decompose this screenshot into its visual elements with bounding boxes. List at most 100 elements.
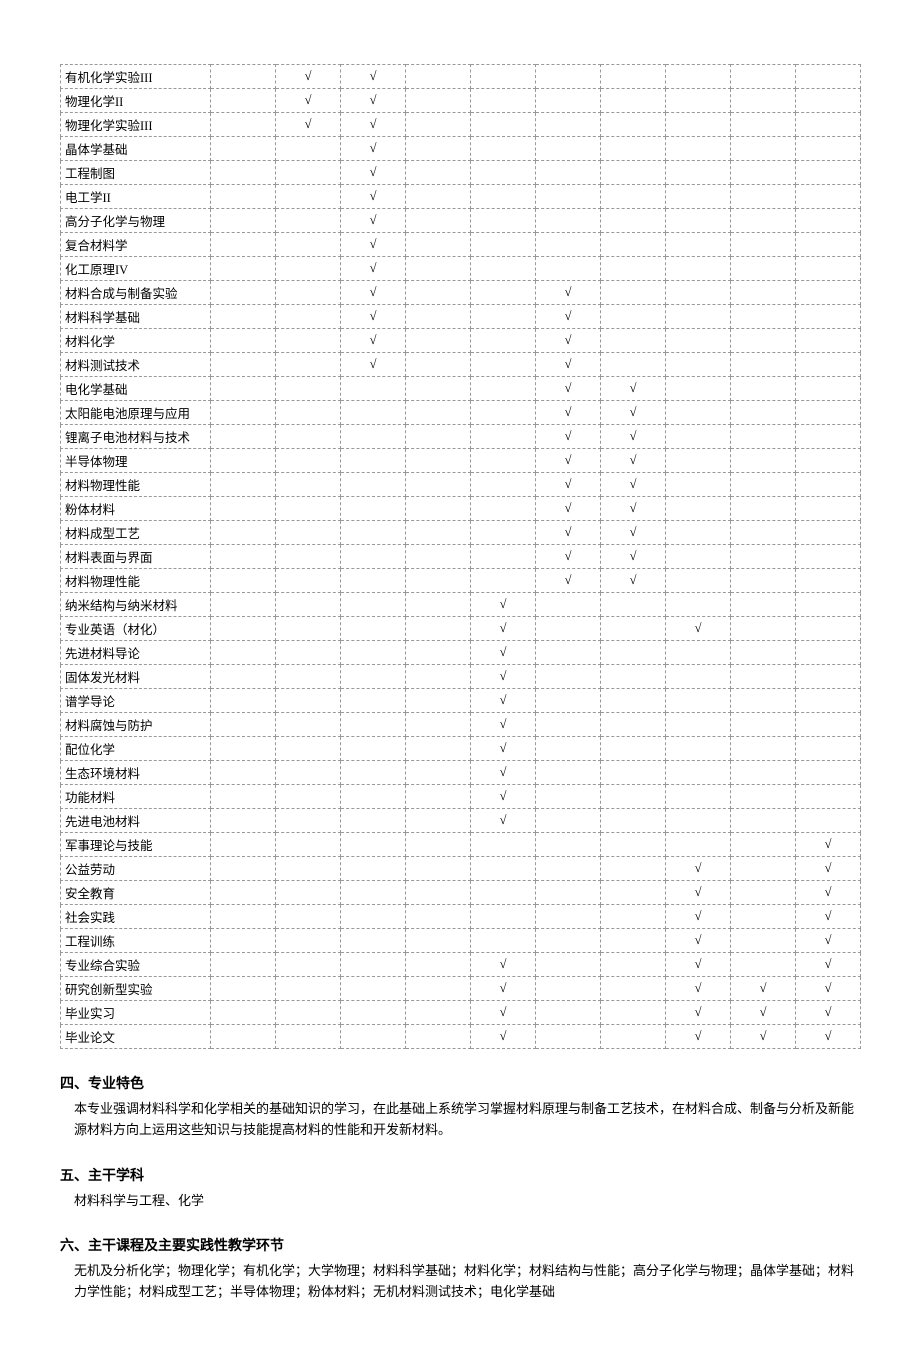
check-cell xyxy=(406,161,471,185)
check-cell: √ xyxy=(601,497,666,521)
check-cell xyxy=(731,257,796,281)
check-cell xyxy=(796,521,861,545)
check-cell xyxy=(406,497,471,521)
check-cell xyxy=(796,257,861,281)
check-cell xyxy=(536,257,601,281)
check-cell xyxy=(406,881,471,905)
check-cell xyxy=(796,353,861,377)
check-cell xyxy=(601,1025,666,1049)
check-cell xyxy=(276,209,341,233)
table-row: 配位化学√ xyxy=(61,737,861,761)
check-cell xyxy=(731,449,796,473)
check-cell xyxy=(471,65,536,89)
check-cell xyxy=(731,617,796,641)
check-cell xyxy=(341,521,406,545)
check-cell xyxy=(276,905,341,929)
check-cell xyxy=(211,617,276,641)
check-cell xyxy=(406,353,471,377)
check-cell xyxy=(601,305,666,329)
check-cell xyxy=(666,689,731,713)
check-cell xyxy=(276,713,341,737)
check-cell xyxy=(731,473,796,497)
check-cell xyxy=(406,545,471,569)
check-cell xyxy=(731,737,796,761)
check-cell xyxy=(471,569,536,593)
check-cell xyxy=(536,233,601,257)
check-cell xyxy=(796,329,861,353)
check-cell xyxy=(601,617,666,641)
check-cell xyxy=(341,473,406,497)
check-cell xyxy=(536,857,601,881)
section-5-heading: 五、主干学科 xyxy=(60,1165,860,1185)
check-cell xyxy=(731,65,796,89)
check-cell xyxy=(731,233,796,257)
check-cell xyxy=(666,569,731,593)
check-cell xyxy=(601,857,666,881)
check-cell xyxy=(536,809,601,833)
check-cell: √ xyxy=(341,257,406,281)
check-cell xyxy=(406,809,471,833)
check-cell xyxy=(796,737,861,761)
table-row: 电化学基础√√ xyxy=(61,377,861,401)
check-cell xyxy=(341,545,406,569)
check-cell: √ xyxy=(796,833,861,857)
course-name-cell: 工程训练 xyxy=(61,929,211,953)
table-row: 粉体材料√√ xyxy=(61,497,861,521)
check-cell xyxy=(471,473,536,497)
check-cell xyxy=(276,161,341,185)
check-cell xyxy=(796,761,861,785)
check-cell xyxy=(731,857,796,881)
check-cell xyxy=(601,161,666,185)
check-cell xyxy=(536,89,601,113)
course-name-cell: 材料物理性能 xyxy=(61,569,211,593)
check-cell xyxy=(666,257,731,281)
check-cell xyxy=(601,809,666,833)
course-name-cell: 复合材料学 xyxy=(61,233,211,257)
check-cell xyxy=(666,329,731,353)
check-cell xyxy=(276,641,341,665)
check-cell xyxy=(471,329,536,353)
check-cell xyxy=(601,761,666,785)
check-cell xyxy=(796,593,861,617)
check-cell xyxy=(211,977,276,1001)
check-cell xyxy=(666,497,731,521)
check-cell xyxy=(731,833,796,857)
check-cell xyxy=(536,953,601,977)
check-cell: √ xyxy=(471,1001,536,1025)
check-cell xyxy=(276,545,341,569)
table-row: 高分子化学与物理√ xyxy=(61,209,861,233)
check-cell xyxy=(536,65,601,89)
check-cell xyxy=(276,857,341,881)
check-cell xyxy=(536,977,601,1001)
check-cell xyxy=(406,281,471,305)
check-cell xyxy=(536,641,601,665)
course-name-cell: 有机化学实验III xyxy=(61,65,211,89)
check-cell xyxy=(406,425,471,449)
check-cell xyxy=(276,761,341,785)
check-cell xyxy=(731,689,796,713)
check-cell: √ xyxy=(666,881,731,905)
check-cell xyxy=(796,233,861,257)
course-name-cell: 粉体材料 xyxy=(61,497,211,521)
course-name-cell: 太阳能电池原理与应用 xyxy=(61,401,211,425)
check-cell xyxy=(536,713,601,737)
course-name-cell: 电化学基础 xyxy=(61,377,211,401)
check-cell: √ xyxy=(731,977,796,1001)
table-row: 化工原理IV√ xyxy=(61,257,861,281)
check-cell xyxy=(601,713,666,737)
check-cell: √ xyxy=(341,185,406,209)
check-cell xyxy=(796,473,861,497)
table-row: 研究创新型实验√√√√ xyxy=(61,977,861,1001)
check-cell xyxy=(536,665,601,689)
check-cell xyxy=(211,929,276,953)
check-cell: √ xyxy=(471,665,536,689)
check-cell xyxy=(471,209,536,233)
check-cell xyxy=(796,281,861,305)
check-cell xyxy=(731,305,796,329)
check-cell xyxy=(601,185,666,209)
check-cell: √ xyxy=(471,641,536,665)
course-name-cell: 毕业实习 xyxy=(61,1001,211,1025)
check-cell xyxy=(406,377,471,401)
check-cell xyxy=(406,785,471,809)
course-name-cell: 军事理论与技能 xyxy=(61,833,211,857)
